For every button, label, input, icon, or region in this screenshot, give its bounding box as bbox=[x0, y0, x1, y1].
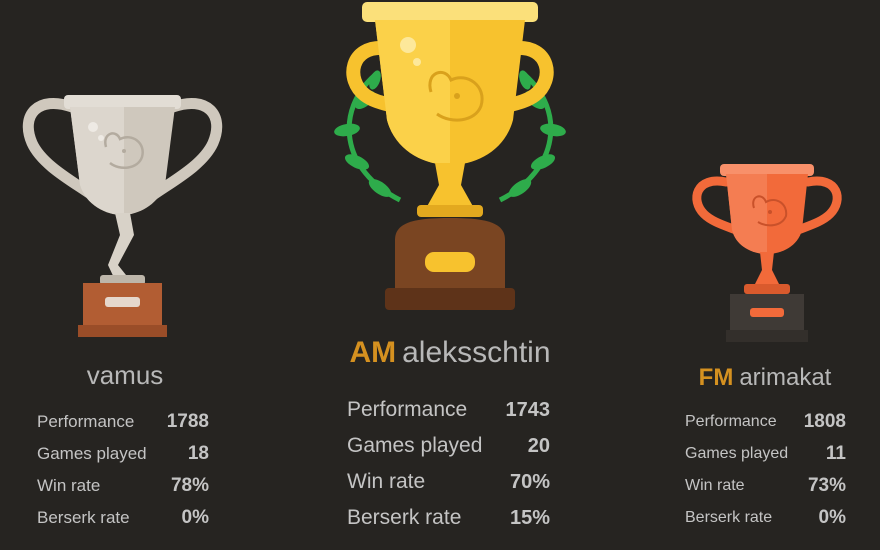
stat-label: Win rate bbox=[37, 476, 101, 495]
stat-row: Berserk rate 0% bbox=[685, 502, 846, 534]
stat-row: Games played 20 bbox=[347, 428, 550, 464]
stat-row: Berserk rate 15% bbox=[347, 500, 550, 536]
stat-label: Berserk rate bbox=[685, 509, 773, 526]
podium-third: FM arimakat Performance 1808 Games played… bbox=[650, 0, 880, 550]
stat-label: Performance bbox=[347, 398, 468, 421]
stat-label: Win rate bbox=[347, 470, 426, 493]
stat-value: 73% bbox=[807, 475, 846, 496]
stat-row: Performance 1743 bbox=[347, 392, 550, 428]
player-name[interactable]: AM aleksschtin bbox=[300, 336, 600, 370]
stat-value: 15% bbox=[509, 506, 550, 529]
stat-value: 20 bbox=[527, 434, 550, 457]
stat-value: 70% bbox=[509, 470, 550, 493]
stat-row: Performance 1788 bbox=[37, 406, 209, 438]
stat-row: Games played 11 bbox=[685, 438, 846, 470]
stat-row: Berserk rate 0% bbox=[37, 502, 209, 534]
stat-row: Win rate 73% bbox=[685, 470, 846, 502]
player-title: AM bbox=[349, 336, 397, 369]
stat-value: 1788 bbox=[166, 411, 209, 432]
silver-trophy-icon bbox=[20, 85, 225, 345]
stat-row: Win rate 70% bbox=[347, 464, 550, 500]
player-name[interactable]: FM arimakat bbox=[650, 364, 880, 392]
stat-label: Win rate bbox=[685, 477, 745, 494]
bronze-trophy-icon bbox=[688, 160, 846, 350]
stat-value: 0% bbox=[181, 507, 209, 528]
stat-label: Games played bbox=[37, 444, 147, 463]
username[interactable]: vamus bbox=[86, 360, 164, 390]
player-name[interactable]: vamus bbox=[0, 360, 250, 391]
stat-value: 1743 bbox=[505, 398, 551, 421]
podium-first: AM aleksschtin Performance 1743 Games pla… bbox=[300, 0, 600, 550]
stat-label: Performance bbox=[37, 412, 135, 431]
player-stats: Performance 1743 Games played 20 Win rat… bbox=[347, 392, 550, 536]
stat-label: Berserk rate bbox=[37, 508, 130, 527]
stat-value: 0% bbox=[818, 507, 846, 528]
stat-row: Games played 18 bbox=[37, 438, 209, 470]
stat-value: 11 bbox=[825, 443, 846, 464]
stat-row: Win rate 78% bbox=[37, 470, 209, 502]
player-stats: Performance 1808 Games played 11 Win rat… bbox=[685, 406, 846, 534]
username[interactable]: arimakat bbox=[739, 364, 832, 391]
stat-value: 18 bbox=[187, 443, 209, 464]
stat-row: Performance 1808 bbox=[685, 406, 846, 438]
stat-label: Berserk rate bbox=[347, 506, 462, 529]
username[interactable]: aleksschtin bbox=[402, 336, 551, 369]
podium-second: vamus Performance 1788 Games played 18 W… bbox=[0, 0, 250, 550]
stat-label: Performance bbox=[685, 413, 777, 430]
gold-trophy-icon bbox=[305, 0, 595, 315]
stat-value: 1808 bbox=[803, 411, 846, 432]
stat-value: 78% bbox=[170, 475, 209, 496]
stat-label: Games played bbox=[685, 445, 789, 462]
stat-label: Games played bbox=[347, 434, 483, 457]
player-stats: Performance 1788 Games played 18 Win rat… bbox=[37, 406, 209, 534]
player-title: FM bbox=[698, 364, 734, 391]
